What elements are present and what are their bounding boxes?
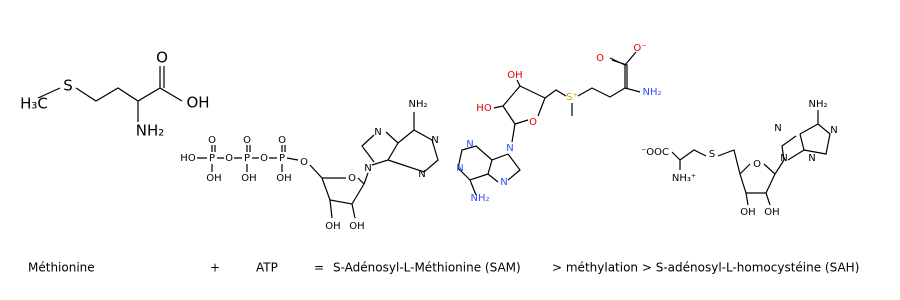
- atom: OH: [186, 94, 209, 112]
- atom: O: [278, 135, 286, 146]
- atom: OH: [507, 70, 522, 81]
- sah: ⁻OOC NH₃⁺ S O OH OH N N N N NH₂: [641, 99, 838, 218]
- atom: P: [279, 153, 285, 164]
- atom: N: [774, 123, 781, 134]
- atom: OH: [206, 173, 221, 184]
- atom: S⁺: [566, 92, 578, 103]
- caption: S-Adénosyl-L-Méthionine (SAM): [333, 261, 521, 275]
- methionine: H₃C S O OH NH₂: [20, 49, 209, 140]
- atom: O: [348, 173, 356, 184]
- bond: [671, 110, 831, 206]
- atom: N: [830, 125, 837, 136]
- atom: O: [260, 153, 268, 164]
- atom: O: [529, 117, 537, 128]
- bond: [37, 66, 183, 122]
- atom: O: [156, 49, 168, 67]
- atp: HO P O P O P O O O O OH OH OH O OH OH N …: [180, 99, 438, 232]
- atom: O: [300, 157, 308, 168]
- atom: OH: [325, 221, 340, 232]
- caption: +: [210, 261, 220, 275]
- caption: > méthylation > S-adénosyl-L-homocystéin…: [552, 261, 859, 275]
- atom: S: [63, 77, 73, 95]
- atom: O: [208, 135, 216, 146]
- atom: O: [753, 159, 761, 170]
- atom: HO: [476, 103, 492, 114]
- equation: Méthionine + ATP = S-Adénosyl-L-Méthioni…: [28, 261, 859, 275]
- atom: N: [506, 143, 513, 154]
- atom: N: [374, 127, 381, 138]
- bond: [457, 51, 641, 196]
- atom: P: [209, 153, 215, 164]
- atom: OH: [349, 221, 364, 232]
- atom: ⁻OOC: [641, 147, 669, 158]
- atom: O: [243, 135, 251, 146]
- atom: OH: [764, 207, 779, 218]
- atom: P: [244, 153, 250, 164]
- atom: NH₂: [470, 193, 489, 204]
- atom: N: [456, 163, 463, 174]
- caption: ATP: [256, 261, 278, 275]
- atom: NH₂: [408, 99, 427, 110]
- atom: OH: [241, 173, 256, 184]
- atom: NH₂: [808, 99, 827, 110]
- atom: H₃C: [20, 95, 48, 113]
- atom: O: [596, 53, 604, 64]
- atom: OH: [740, 207, 755, 218]
- atom: O⁻: [633, 43, 646, 54]
- atom: HO: [180, 153, 196, 164]
- atom: N: [780, 153, 787, 164]
- caption: =: [314, 261, 324, 275]
- atom: NH₃⁺: [672, 173, 696, 184]
- atom: N: [500, 177, 507, 188]
- atom: OH: [276, 173, 291, 184]
- atom: N: [431, 135, 438, 146]
- atom: S: [709, 149, 715, 160]
- atom: N: [364, 163, 371, 174]
- atom: NH₂: [642, 87, 661, 98]
- caption: Méthionine: [28, 261, 95, 275]
- atom: O: [225, 153, 233, 164]
- bond: [197, 112, 439, 219]
- atom: N: [808, 153, 815, 164]
- atom: NH₂: [136, 122, 165, 140]
- atom: N: [418, 169, 425, 180]
- sam: OH HO O S⁺ O⁻ O NH₂ N N N N NH₂: [456, 43, 661, 204]
- atom: N: [466, 139, 473, 150]
